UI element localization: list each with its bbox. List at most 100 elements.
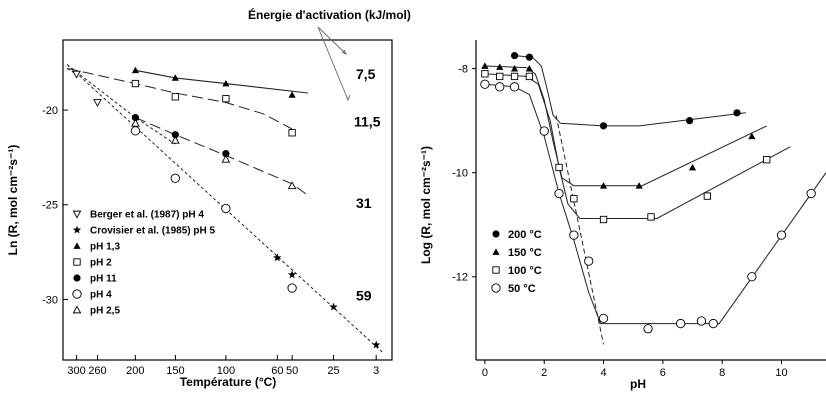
point-crovisier-et-al-1985-ph-5-2 [287,270,297,279]
legend-label-ph-2-5: pH 2,5 [90,306,120,317]
point-ph-2-5-2 [170,135,180,144]
point-berger-et-al-1987-ph-4-1 [72,70,81,79]
point-ph-4-4 [287,283,297,293]
point-50-c-8 [598,313,609,324]
x-tick-label-25: 25 [327,365,339,377]
point-50-c-4 [539,126,549,136]
point-200-c-1 [510,52,519,60]
point-150-c-4 [525,65,533,72]
ph-x-ticks: 0 2 4 6 8 10 [482,360,788,379]
arrhenius-x-ticks: 300 260 200 150 100 60 50 25 3 [67,355,379,377]
ph-x-tick-label-8: 8 [719,367,725,379]
x-tick-label-100: 100 [217,365,235,377]
legend-label-berger-et-al-1987-ph-4: Berger et al. (1987) pH 4 [90,210,204,221]
point-100-c-8 [647,213,655,221]
ph-y-tick-label--8: -8 [458,64,468,76]
legend-marker-ph-2 [73,258,81,266]
point-100-c-10 [763,156,771,164]
arrhenius-fit-line-2 [66,67,293,130]
point-crovisier-et-al-1985-ph-5-1 [273,253,282,262]
point-50-c-5 [554,188,564,199]
point-ph-2-4 [288,129,296,137]
point-100-c-1 [481,70,489,78]
arrhenius-plot-frame [62,39,393,361]
ph-fit-line-1 [514,55,746,127]
point-100-c-2 [496,72,504,81]
point-200-c-5 [733,109,741,117]
x-tick-label-50: 50 [286,365,298,377]
ph-x-tick-label-6: 6 [660,367,666,379]
point-50-c-7 [584,256,594,266]
point-200-c-3 [599,122,608,130]
legend-label-ph-4: pH 4 [90,290,112,301]
point-100-c-7 [599,215,608,224]
ph-x-tick-label-2: 2 [541,367,547,379]
point-150-c-2 [496,63,504,70]
ph-legend-marker-150-c [492,248,500,255]
point-150-c-3 [510,65,519,72]
point-50-c-11 [696,316,707,326]
x-tick-label-200: 200 [126,365,144,377]
ph-y-ticks: -8 -10 -12 [452,64,476,284]
point-ph-1-3-1 [131,66,140,74]
arrhenius-fit-line-4 [66,67,77,75]
legend-marker-ph-2-5 [72,305,82,314]
point-crovisier-et-al-1985-ph-5-3 [329,302,338,311]
point-ph-2-1 [131,79,140,88]
activation-energy-31: 31 [356,195,372,211]
point-ph-1-3-2 [171,74,179,81]
point-50-c-10 [676,318,686,329]
arrhenius-legend: Berger et al. (1987) pH 4 Crovisier et al… [72,210,215,317]
legend-marker-ph-4 [72,289,82,299]
point-crovisier-et-al-1985-ph-5-4 [372,340,381,349]
ph-x-tick-label-10: 10 [775,367,787,379]
activation-energy-title: Énergie d'activation (kJ/mol) [248,7,411,22]
point-50-c-9 [643,324,653,334]
ph-y-axis-title: Log (R, mol cm⁻²s⁻¹) [419,146,433,264]
arrhenius-fit-line-3 [135,117,309,196]
ph-legend-label-150-c: 150 °C [508,247,542,259]
legend-label-ph-11: pH 11 [90,274,117,285]
ph-data-points [480,52,816,334]
point-ph-4-2 [170,173,180,183]
point-ph-2-5-3 [221,154,231,163]
point-ph-4-1 [130,126,141,136]
point-berger-et-al-1987-ph-4-2 [93,99,102,108]
ph-y-tick-label--12: -12 [452,272,468,284]
y-tick-label--30: -30 [42,294,58,306]
ph-legend: 200 °C 150 °C 100 °C 50 °C [491,229,542,295]
ph-legend-marker-200-c [492,230,500,238]
ph-panel: 0 2 4 6 8 10 -8 -10 -12 200 °C 150 °C 100 °C 50 °C… [419,40,826,391]
point-ph-2-5-1 [131,118,140,127]
point-200-c-4 [685,117,694,125]
ph-legend-label-100-c: 100 °C [508,265,542,277]
arrhenius-fit-line-1 [135,69,308,94]
point-100-c-3 [510,72,519,81]
point-150-c-5 [599,182,608,189]
x-tick-label-60: 60 [271,365,283,377]
ph-fit-lines [484,55,826,345]
point-100-c-4 [525,72,534,81]
ph-fit-line-5 [555,115,604,345]
point-100-c-5 [555,163,563,172]
legend-marker-ph-11 [73,274,81,282]
point-ph-2-3 [222,95,230,103]
arrhenius-y-axis-title: Ln (R, mol cm⁻²s⁻¹) [6,145,20,256]
point-ph-11-2 [171,131,179,139]
point-50-c-1 [480,79,490,89]
activation-energy-59: 59 [356,288,372,304]
point-50-c-13 [747,272,757,282]
y-tick-label--25: -25 [42,200,58,212]
arrhenius-panel: 300 260 200 150 100 60 50 25 3 -20 -25 -30 Berger … [6,7,411,389]
point-150-c-7 [688,163,697,171]
ph-y-tick-label--10: -10 [452,168,468,180]
ph-fit-line-4 [484,83,826,325]
ph-x-tick-label-0: 0 [482,367,488,379]
ph-x-tick-label-4: 4 [600,367,606,379]
activation-energy-labels: 7,5 11,5 31 59 [354,66,381,304]
point-50-c-6 [569,230,579,240]
legend-label-ph-2: pH 2 [90,258,112,269]
point-50-c-15 [806,188,816,199]
point-ph-1-3-3 [222,79,230,87]
